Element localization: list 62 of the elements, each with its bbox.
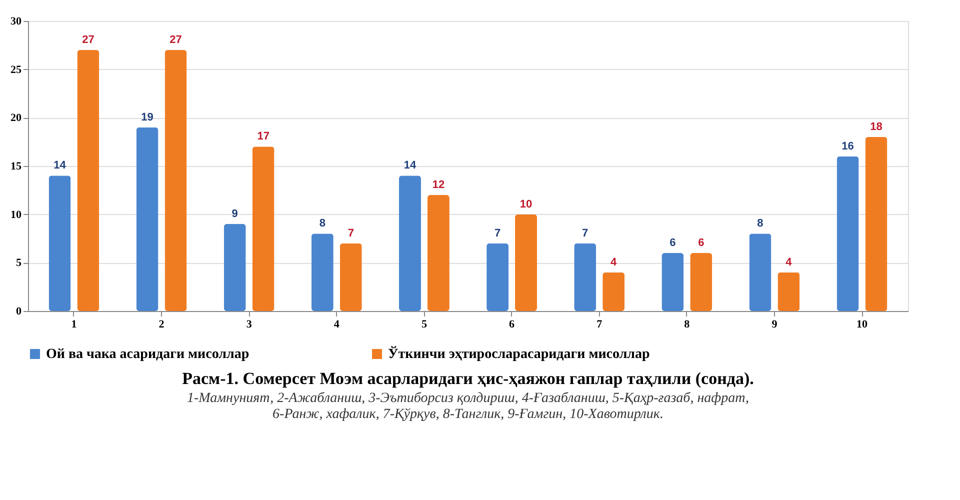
y-tick-label: 20 xyxy=(10,112,22,124)
bar xyxy=(427,195,450,311)
data-label: 19 xyxy=(141,111,154,124)
bar xyxy=(252,146,274,311)
data-label: 14 xyxy=(54,160,67,172)
bar xyxy=(164,50,187,311)
data-label: 9 xyxy=(232,208,238,220)
legend-label: Ўткинчи эҳтиросларасаридаги мисоллар xyxy=(388,346,650,362)
bar xyxy=(749,234,772,311)
bar xyxy=(515,214,538,311)
data-label: 7 xyxy=(348,227,354,240)
x-tick-label: 3 xyxy=(246,318,252,330)
bar xyxy=(836,156,859,311)
data-label: 17 xyxy=(257,130,270,143)
bar xyxy=(486,243,509,311)
text: Расм-1. Сомерсет Моэм асарларидаги ҳис-ҳаяжон гаплар таҳлили (сонда). xyxy=(182,369,754,388)
x-tick-label: 8 xyxy=(684,318,690,330)
x-tick-label: 7 xyxy=(596,318,603,330)
text: 1-Мамнуният, 2-Ажабланиш, 3-Эътиборсиз қолдириш, 4-Ғазабланиш, 5-Қаҳр-ғазаб, нафрат, xyxy=(186,391,750,406)
data-label: 14 xyxy=(404,160,417,172)
bar xyxy=(398,176,421,311)
legend-label: Ой ва чака асаридаги мисоллар xyxy=(46,347,250,362)
x-tick-label: 5 xyxy=(421,318,428,330)
data-label: 6 xyxy=(670,237,676,249)
data-label: 6 xyxy=(698,237,704,249)
bar xyxy=(662,253,684,311)
x-tick-label: 10 xyxy=(856,318,868,330)
data-label: 27 xyxy=(82,34,94,46)
data-label: 12 xyxy=(432,179,445,191)
y-tick-label: 0 xyxy=(16,306,22,318)
y-tick-label: 30 xyxy=(10,16,22,28)
data-label: 7 xyxy=(494,227,501,240)
bar xyxy=(574,243,596,311)
bar xyxy=(311,234,334,311)
data-label: 8 xyxy=(757,218,764,230)
y-tick-label: 10 xyxy=(10,208,22,221)
x-tick-label: 9 xyxy=(772,318,778,330)
bar xyxy=(602,272,625,311)
x-tick-label: 4 xyxy=(334,318,340,330)
y-tick-label: 5 xyxy=(16,257,22,270)
bar xyxy=(48,176,71,311)
data-label: 16 xyxy=(842,140,854,152)
bar xyxy=(865,137,888,311)
x-tick-label: 6 xyxy=(509,318,516,330)
bar xyxy=(77,50,100,311)
x-tick-label: 2 xyxy=(158,318,165,330)
data-label: 4 xyxy=(610,256,618,268)
data-label: 10 xyxy=(520,198,532,210)
bar xyxy=(224,224,246,311)
bar xyxy=(136,127,158,311)
y-tick-label: 25 xyxy=(10,64,22,76)
data-label: 27 xyxy=(170,34,182,46)
x-tick-label: 1 xyxy=(71,318,77,330)
bar xyxy=(340,243,362,311)
data-label: 18 xyxy=(870,121,882,133)
text: 6-Ранж, хафалик, 7-Қўрқув, 8-Танглик, 9-Ғамгин, 10-Хавотирлик. xyxy=(272,407,664,422)
data-label: 7 xyxy=(582,227,588,240)
data-label: 8 xyxy=(319,218,326,230)
bar xyxy=(778,272,800,311)
y-tick-label: 15 xyxy=(10,160,22,172)
bar xyxy=(690,253,712,311)
data-label: 4 xyxy=(786,256,793,268)
